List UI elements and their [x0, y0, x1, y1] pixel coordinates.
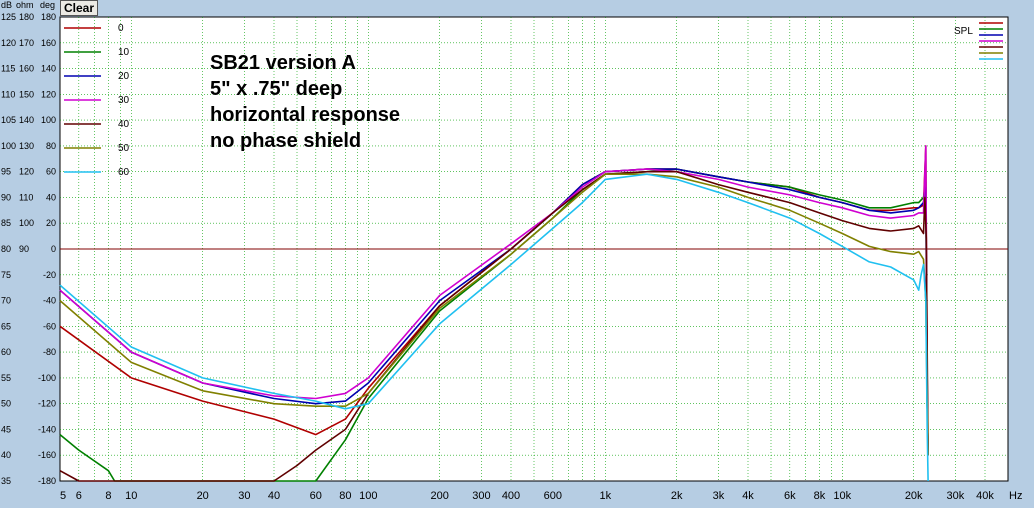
x-tick-label: 8k — [814, 490, 826, 502]
x-tick-label: 10k — [833, 490, 851, 502]
y-tick-label-ohm: 120 — [19, 167, 34, 177]
y-tick-label-deg: -80 — [43, 347, 56, 357]
x-tick-label: 20k — [905, 490, 923, 502]
x-unit-label: Hz — [1009, 490, 1022, 502]
series-line-20 — [59, 168, 929, 456]
y-tick-label-deg: -20 — [43, 270, 56, 280]
y-tick-label-deg: 20 — [46, 218, 56, 228]
y-tick-label-deg: 140 — [41, 64, 56, 74]
annotation-line-2: 5" x .75" deep — [210, 78, 343, 100]
y-tick-label-db: 55 — [1, 373, 11, 383]
y-tick-label-deg: -120 — [38, 399, 56, 409]
x-tick-label: 300 — [472, 490, 490, 502]
y-tick-label-db: 95 — [1, 167, 11, 177]
annotation-line-4: no phase shield — [210, 130, 362, 152]
y-tick-label-db: 105 — [1, 115, 16, 125]
y-tick-label-deg: 0 — [51, 244, 56, 254]
y-axis-unit-label: dB — [1, 0, 12, 10]
y-tick-label-db: 60 — [1, 347, 11, 357]
x-tick-label: 6 — [76, 490, 82, 502]
x-tick-label: 3k — [713, 490, 725, 502]
y-tick-label-ohm: 180 — [19, 12, 34, 22]
annotation-line-3: horizontal response — [210, 104, 401, 126]
x-tick-label: 20 — [197, 490, 209, 502]
legend-label-50: 50 — [118, 143, 130, 154]
y-tick-label-ohm: 150 — [19, 89, 34, 99]
x-tick-label: 1k — [599, 490, 611, 502]
x-tick-label: 100 — [359, 490, 377, 502]
x-tick-label: 600 — [544, 490, 562, 502]
y-tick-label-deg: 180 — [41, 12, 56, 22]
legend-label-40: 40 — [118, 119, 130, 130]
x-tick-label: 30k — [947, 490, 965, 502]
y-tick-label-deg: 40 — [46, 192, 56, 202]
clear-button[interactable]: Clear — [60, 0, 98, 16]
y-tick-label-deg: -40 — [43, 296, 56, 306]
y-tick-label-deg: 160 — [41, 38, 56, 48]
x-tick-label: 80 — [339, 490, 351, 502]
y-tick-label-db: 100 — [1, 141, 16, 151]
y-tick-label-deg: 100 — [41, 115, 56, 125]
legend-label-10: 10 — [118, 47, 130, 58]
chart-annotation: SB21 version A 5" x .75" deep horizontal… — [210, 50, 400, 154]
x-tick-label: 8 — [105, 490, 111, 502]
y-tick-label-deg: -160 — [38, 450, 56, 460]
x-tick-label: 40 — [268, 490, 280, 502]
y-tick-label-db: 65 — [1, 321, 11, 331]
y-tick-label-deg: -180 — [38, 476, 56, 486]
legend-label-20: 20 — [118, 71, 130, 82]
x-tick-label: 30 — [238, 490, 250, 502]
x-tick-label: 6k — [784, 490, 796, 502]
y-tick-label-db: 70 — [1, 296, 11, 306]
x-tick-label: 5 — [60, 490, 66, 502]
x-tick-label: 60 — [310, 490, 322, 502]
y-tick-label-deg: -100 — [38, 373, 56, 383]
y-tick-label-db: 40 — [1, 450, 11, 460]
x-tick-label: 200 — [431, 490, 449, 502]
y-tick-label-db: 120 — [1, 38, 16, 48]
series-line-50 — [59, 173, 929, 456]
y-axis-unit-label: ohm — [16, 0, 34, 10]
y-tick-label-ohm: 110 — [19, 192, 33, 202]
y-tick-label-deg: 120 — [41, 89, 56, 99]
x-tick-label: 400 — [502, 490, 520, 502]
y-tick-label-ohm: 170 — [19, 38, 34, 48]
y-tick-label-db: 50 — [1, 399, 11, 409]
y-tick-label-db: 75 — [1, 270, 11, 280]
y-tick-label-deg: -60 — [43, 321, 56, 331]
y-tick-label-ohm: 90 — [19, 244, 29, 254]
y-tick-label-deg: -140 — [38, 424, 56, 434]
y-axis-unit-label: deg — [40, 0, 55, 10]
y-tick-label-ohm: 130 — [19, 141, 34, 151]
series-line-60 — [59, 173, 929, 482]
y-tick-label-db: 45 — [1, 424, 11, 434]
series-line-40 — [59, 170, 929, 482]
y-tick-label-deg: 80 — [46, 141, 56, 151]
x-tick-label: 4k — [742, 490, 754, 502]
y-tick-label-db: 110 — [1, 89, 15, 99]
y-tick-label-deg: 60 — [46, 167, 56, 177]
legend-label-60: 60 — [118, 167, 130, 178]
y-tick-label-ohm: 140 — [19, 115, 34, 125]
y-tick-label-ohm: 160 — [19, 64, 34, 74]
y-tick-label-db: 80 — [1, 244, 11, 254]
y-tick-label-db: 90 — [1, 192, 11, 202]
y-tick-label-ohm: 100 — [19, 218, 34, 228]
y-tick-label-db: 115 — [1, 64, 15, 74]
x-tick-label: 10 — [125, 490, 137, 502]
legend-label-0: 0 — [118, 23, 124, 34]
legend-label-30: 30 — [118, 95, 130, 106]
x-tick-label: 40k — [976, 490, 994, 502]
spl-legend-label: SPL — [954, 26, 973, 37]
y-tick-label-db: 85 — [1, 218, 11, 228]
y-tick-label-db: 125 — [1, 12, 16, 22]
x-tick-label: 2k — [671, 490, 683, 502]
annotation-line-1: SB21 version A — [210, 52, 356, 74]
y-tick-label-db: 35 — [1, 476, 11, 486]
